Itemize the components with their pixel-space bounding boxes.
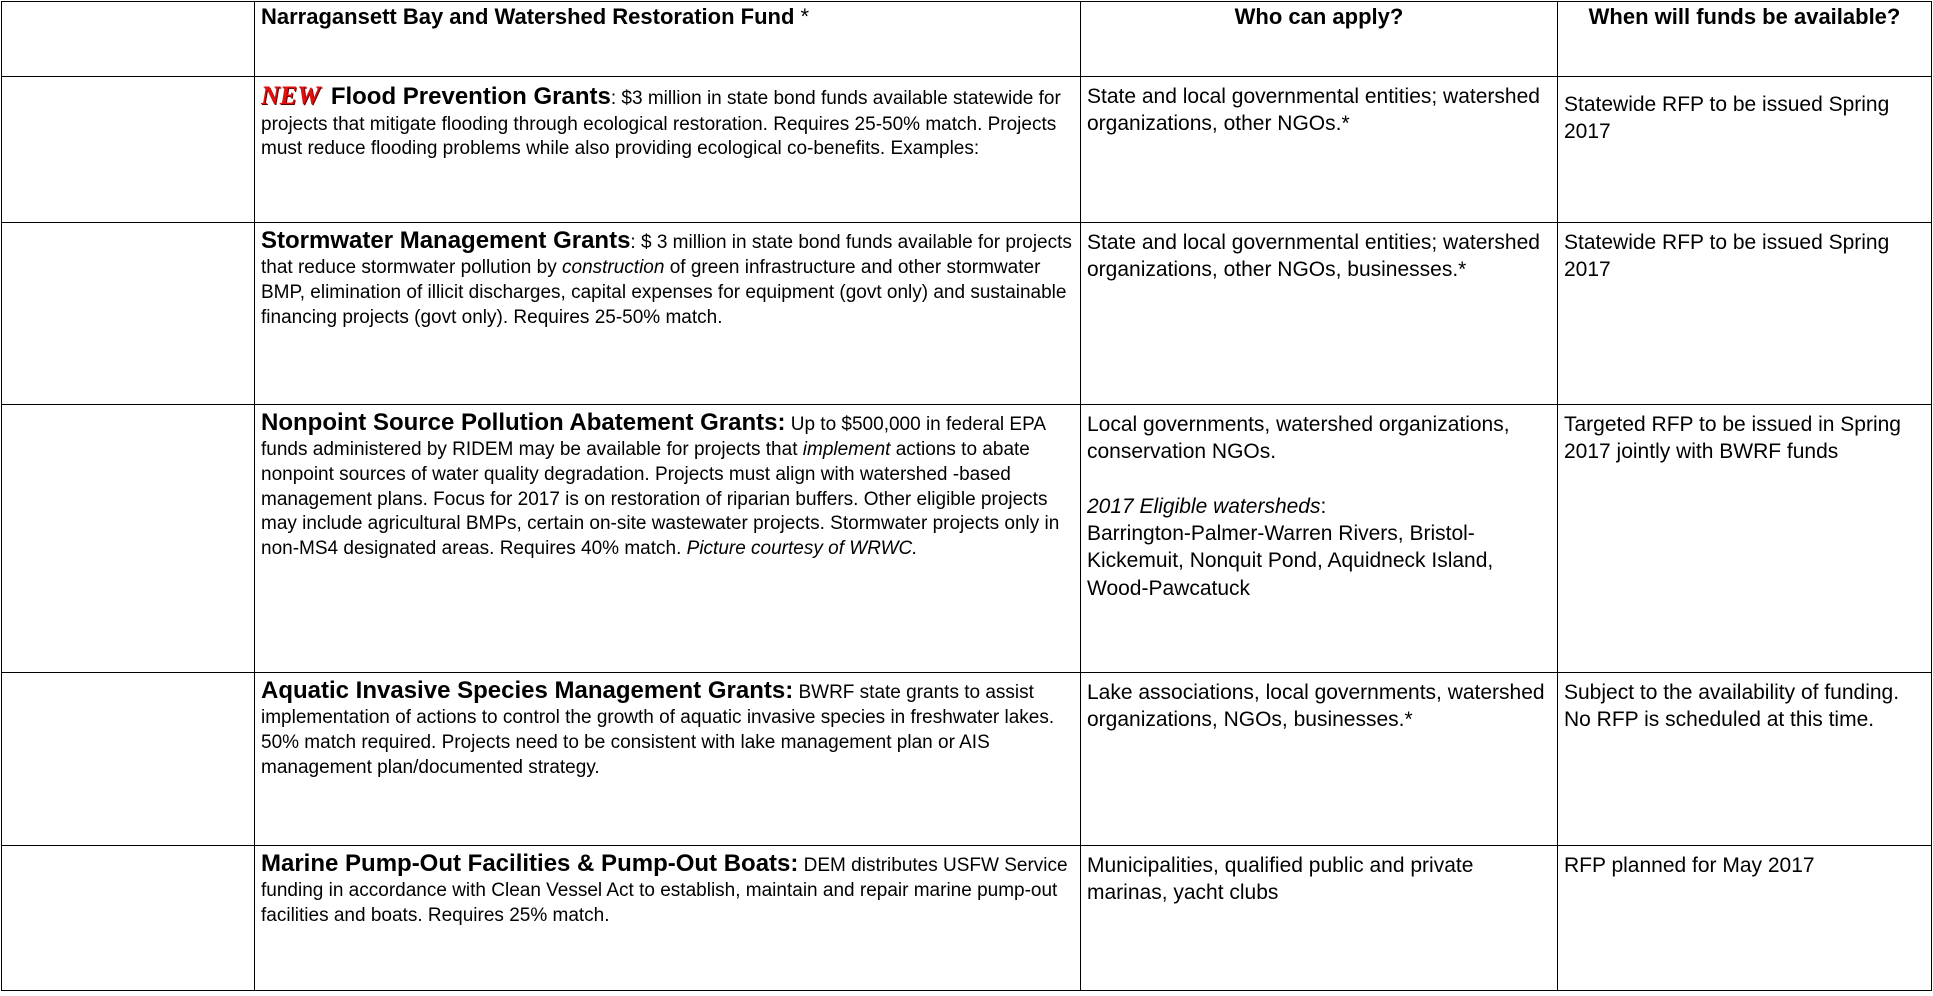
description-cell: Stormwater Management Grants: $ 3 millio… (254, 222, 1081, 405)
when-cell: Statewide RFP to be issued Spring 2017 (1557, 222, 1932, 405)
description: Up to $500,000 in federal EPA funds admi… (261, 414, 1045, 461)
when-text: Statewide RFP to be issued Spring 2017 (1564, 231, 1890, 282)
who-cell: Lake associations, local governments, wa… (1080, 672, 1558, 846)
row: NEW Flood Prevention Grants: $3 million … (1, 76, 1932, 223)
description: BWRF state grants to assist implementati… (261, 682, 1055, 778)
when-cell: Statewide RFP to be issued Spring 2017 (1557, 76, 1932, 223)
who-text: : (1320, 494, 1327, 518)
photo-cell (1, 222, 255, 405)
header-fund: Narragansett Bay and Watershed Restorati… (254, 1, 1081, 77)
grant-title: Flood Prevention Grants (330, 83, 611, 110)
description-cell: NEW Flood Prevention Grants: $3 million … (254, 76, 1081, 223)
description-cell: Aquatic Invasive Species Management Gran… (254, 672, 1081, 846)
header-row: Narragansett Bay and Watershed Restorati… (1, 1, 1932, 77)
watershed-list: Barrington-Palmer-Warren Rivers, Bristol… (1087, 522, 1494, 600)
grant-title: Nonpoint Source Pollution Abatement Gran… (261, 409, 786, 436)
who-text: State and local governmental entities; w… (1087, 231, 1540, 282)
when-text: Statewide RFP to be issued Spring 2017 (1564, 93, 1890, 144)
description: actions to abate nonpoint sources of wat… (261, 439, 1060, 559)
description-emphasis: construction (562, 257, 665, 279)
who-cell: State and local governmental entities; w… (1080, 222, 1558, 405)
who-text: Lake associations, local governments, wa… (1087, 681, 1545, 732)
photo-cell (1, 404, 255, 673)
when-text: Targeted RFP to be issued in Spring 2017… (1564, 413, 1901, 464)
photo-credit: Picture courtesy of WRWC. (686, 537, 918, 559)
grant-title: Stormwater Management Grants (261, 227, 631, 254)
who-text: State and local governmental entities; w… (1087, 85, 1540, 136)
row: Stormwater Management Grants: $ 3 millio… (1, 222, 1932, 405)
row: Nonpoint Source Pollution Abatement Gran… (1, 404, 1932, 673)
header-empty (1, 1, 255, 77)
who-text: Municipalities, qualified public and pri… (1087, 854, 1474, 905)
when-cell: RFP planned for May 2017 (1557, 845, 1932, 991)
who-cell: Municipalities, qualified public and pri… (1080, 845, 1558, 991)
who-emphasis: 2017 Eligible watersheds (1087, 494, 1321, 518)
description: : $3 million in state bond funds availab… (261, 88, 1061, 160)
photo-cell (1, 672, 255, 846)
header-when: When will funds be available? (1557, 1, 1932, 77)
when-cell: Targeted RFP to be issued in Spring 2017… (1557, 404, 1932, 673)
row: Marine Pump-Out Facilities & Pump-Out Bo… (1, 845, 1932, 991)
photo-cell (1, 76, 255, 223)
description: DEM distributes USFW Service funding in … (261, 855, 1068, 926)
description: of green infrastructure and other stormw… (261, 257, 1067, 328)
description-cell: Nonpoint Source Pollution Abatement Gran… (254, 404, 1081, 673)
when-text: RFP planned for May 2017 (1564, 854, 1815, 877)
who-text: Local governments, watershed organizatio… (1087, 413, 1510, 464)
grant-title: Marine Pump-Out Facilities & Pump-Out Bo… (261, 850, 799, 877)
header-text: Narragansett Bay and Watershed Restorati… (261, 4, 795, 29)
description-emphasis: implement (802, 439, 891, 461)
who-cell: State and local governmental entities; w… (1080, 76, 1558, 223)
header-who: Who can apply? (1080, 1, 1558, 77)
description: : $ 3 million in state bond funds availa… (261, 232, 1072, 279)
header-note: * (800, 4, 810, 29)
grant-title: Aquatic Invasive Species Management Gran… (261, 677, 794, 704)
when-cell: Subject to the availability of funding. … (1557, 672, 1932, 846)
photo-cell (1, 845, 255, 991)
new-badge: NEW (261, 81, 321, 110)
row: Aquatic Invasive Species Management Gran… (1, 672, 1932, 846)
who-cell: Local governments, watershed organizatio… (1080, 404, 1558, 673)
when-text: Subject to the availability of funding. … (1564, 681, 1900, 732)
description-cell: Marine Pump-Out Facilities & Pump-Out Bo… (254, 845, 1081, 991)
